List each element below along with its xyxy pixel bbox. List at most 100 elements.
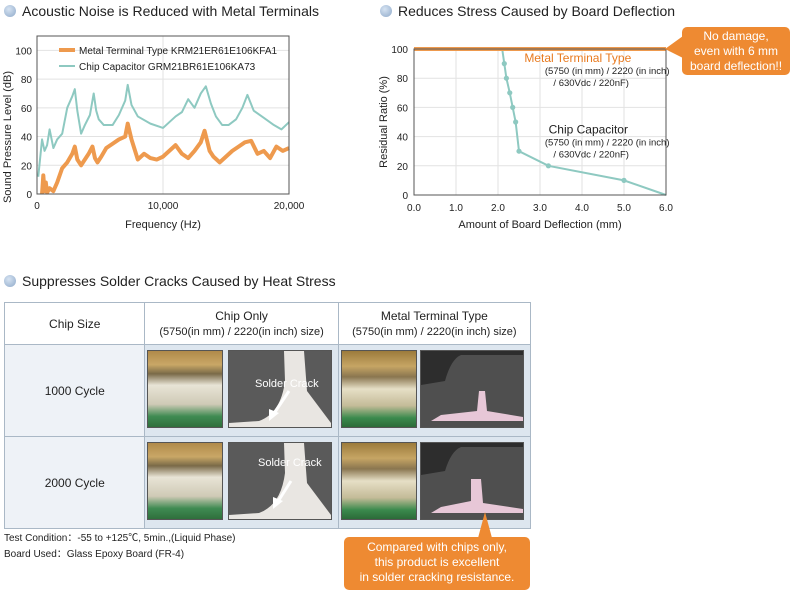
noise-y-tick-label: 100 — [15, 46, 32, 57]
chip-capacitor-marker — [510, 104, 516, 110]
board-used-note: Board Used：Glass Epoxy Board (FR-4) — [4, 549, 185, 560]
row-label-2000: 2000 Cycle — [3, 436, 146, 529]
noise-y-tick-label: 20 — [21, 161, 33, 172]
noise-y-tick-label: 60 — [21, 104, 33, 115]
deflection-y-tick-label: 100 — [391, 45, 408, 56]
stress-section-title: Reduces Stress Caused by Board Deflectio… — [380, 3, 675, 19]
chip-capacitor-marker — [503, 75, 509, 81]
noise-chart-series — [37, 83, 290, 195]
solder-fillet-shape — [229, 443, 331, 519]
deflection-x-tick-label: 4.0 — [575, 203, 589, 214]
chip-capacitor-marker — [516, 148, 522, 154]
noise-x-tick-label: 0 — [34, 201, 40, 212]
chip-capacitor-series-spec: / 630Vdc / 220nF) — [553, 149, 629, 160]
noise-chart: 0 20 40 60 80 100 0 10,000 20,000 Metal Terminal… — [2, 35, 305, 231]
no-damage-callout-text: No damage, even with 6 mm board deflecti… — [689, 29, 783, 73]
bullet-icon — [380, 5, 392, 17]
metal-terminal-fillet-shape — [421, 443, 523, 513]
bullet-icon — [4, 5, 16, 17]
no-damage-callout-pointer — [665, 36, 683, 58]
chip-only-header: Chip Only (5750(in mm) / 2220(in inch) s… — [144, 302, 339, 345]
metal-terminal-2000-crosssection — [420, 442, 524, 520]
chip-capacitor-marker — [507, 90, 513, 96]
noise-chart-gridlines — [36, 36, 290, 195]
row-label-1000-text: 1000 Cycle — [44, 383, 105, 398]
metal-terminal-header-subtext: (5750(in mm) / 2220(in inch) size) — [352, 326, 517, 338]
deflection-y-tick-label: 40 — [397, 133, 409, 144]
noise-chart-legend: Metal Terminal Type KRM21ER61E106KFA1 Chi… — [59, 46, 278, 73]
deflection-y-axis-label: Residual Ratio (%) — [378, 76, 390, 168]
noise-y-tick-label: 80 — [21, 75, 33, 86]
cracks-section-title: Suppresses Solder Cracks Caused by Heat … — [4, 273, 336, 289]
chip-size-header-text: Chip Size — [49, 316, 101, 331]
metal-terminal-1000-photo — [341, 350, 417, 428]
chip-only-1000-crosssection — [228, 350, 332, 428]
chip-only-2000-photo — [147, 442, 223, 520]
metal-terminal-header: Metal Terminal Type (5750(in mm) / 2220(… — [337, 302, 532, 345]
deflection-x-tick-label: 5.0 — [617, 203, 631, 214]
crack-resistance-callout-text: Compared with chips only, this product i… — [359, 540, 515, 584]
legend-label: Chip Capacitor GRM21BR61E106KA73 — [79, 62, 256, 73]
chip-only-header-text: Chip Only — [215, 309, 268, 323]
deflection-y-tick-label: 60 — [397, 103, 409, 114]
chip-only-2000-crosssection — [228, 442, 332, 520]
metal-terminal-1000-crosssection — [420, 350, 524, 428]
chip-capacitor-deflection-line — [501, 48, 667, 196]
row-label-1000: 1000 Cycle — [3, 344, 146, 437]
metal-terminal-series-spec: / 630Vdc / 220nF) — [553, 78, 629, 89]
chip-only-header-subtext: (5750(in mm) / 2220(in inch) size) — [159, 326, 324, 338]
deflection-x-tick-label: 1.0 — [449, 203, 463, 214]
chip-capacitor-marker — [501, 61, 507, 67]
deflection-x-axis-label: Amount of Board Deflection (mm) — [458, 219, 621, 231]
noise-x-axis-label: Frequency (Hz) — [125, 219, 201, 231]
deflection-x-tick-label: 0.0 — [407, 203, 421, 214]
crack-arrow — [271, 390, 291, 416]
deflection-chart-axes: 0 20 40 60 80 100 0.0 1.0 2.0 3.0 4.0 5.0 6.0 — [391, 45, 673, 214]
deflection-y-tick-label: 20 — [397, 162, 409, 173]
chip-only-1000-photo — [147, 350, 223, 428]
chip-capacitor-series-name: Chip Capacitor — [549, 123, 628, 137]
metal-terminal-line — [40, 121, 290, 195]
noise-x-tick-label: 20,000 — [274, 201, 305, 212]
crack-resistance-callout: Compared with chips only, this product i… — [344, 537, 530, 590]
chip-capacitor-marker — [545, 163, 551, 169]
deflection-x-tick-label: 6.0 — [659, 203, 673, 214]
chip-capacitor-marker — [621, 177, 627, 183]
chip-capacitor-line — [37, 83, 290, 177]
bullet-icon — [4, 275, 16, 287]
chip-capacitor-series-spec: (5750 (in mm) / 2220 (in inch) — [545, 137, 670, 148]
solder-fillet-shape — [229, 351, 331, 427]
deflection-y-tick-label: 0 — [402, 191, 408, 202]
metal-terminal-header-text: Metal Terminal Type — [380, 309, 488, 323]
cracks-title-text: Suppresses Solder Cracks Caused by Heat … — [22, 273, 336, 289]
deflection-x-tick-label: 2.0 — [491, 203, 505, 214]
chip-size-header: Chip Size — [3, 302, 146, 345]
metal-terminal-fillet-shape — [421, 351, 523, 421]
metal-terminal-series-spec: (5750 (in mm) / 2220 (in inch) — [545, 66, 670, 77]
noise-chart-axes: 0 20 40 60 80 100 0 10,000 20,000 — [15, 35, 305, 212]
noise-x-tick-label: 10,000 — [148, 201, 179, 212]
noise-y-tick-label: 40 — [21, 133, 33, 144]
deflection-x-tick-label: 3.0 — [533, 203, 547, 214]
metal-terminal-series-name: Metal Terminal Type — [524, 51, 631, 65]
crack-arrow-head — [273, 497, 283, 509]
metal-terminal-2000-photo — [341, 442, 417, 520]
noise-y-axis-label: Sound Pressure Level (dB) — [2, 71, 14, 203]
chip-capacitor-marker — [513, 119, 519, 125]
noise-y-tick-label: 0 — [26, 190, 32, 201]
row-label-2000-text: 2000 Cycle — [44, 475, 105, 490]
stress-title-text: Reduces Stress Caused by Board Deflectio… — [398, 3, 676, 19]
legend-label: Metal Terminal Type KRM21ER61E106KFA1 — [79, 46, 278, 57]
solder-crack-label-1000: Solder Crack — [255, 378, 319, 390]
solder-crack-label-2000: Solder Crack — [258, 457, 322, 469]
crack-arrow — [275, 480, 293, 504]
crack-arrow-head — [269, 409, 279, 421]
noise-section-title: Acoustic Noise is Reduced with Metal Ter… — [4, 3, 319, 19]
noise-title-text: Acoustic Noise is Reduced with Metal Ter… — [22, 3, 319, 19]
deflection-plot-frame — [413, 48, 667, 196]
test-condition-note: Test Condition：-55 to +125℃, 5min.,(Liqu… — [4, 533, 236, 544]
noise-plot-frame — [36, 35, 290, 195]
deflection-chart: 0 20 40 60 80 100 0.0 1.0 2.0 3.0 4.0 5.0 6.0 Metal … — [378, 45, 673, 231]
crack-callout-pointer — [478, 512, 492, 538]
no-damage-callout: No damage, even with 6 mm board deflecti… — [682, 27, 790, 75]
